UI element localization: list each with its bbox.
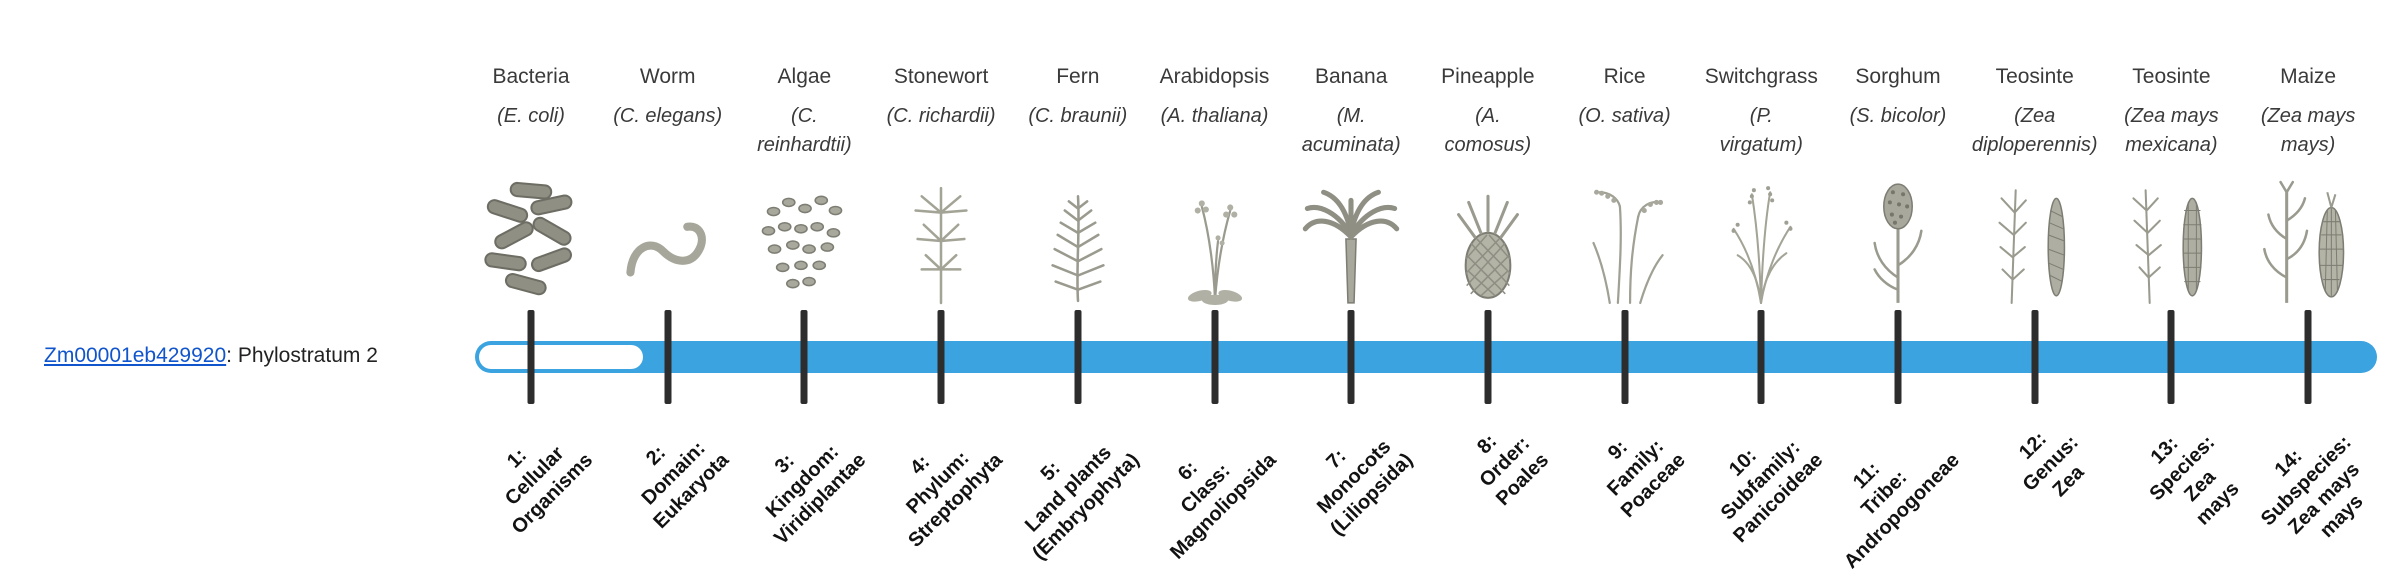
switchgrass-icon: [1703, 176, 1819, 308]
stratum-tick: [2031, 310, 2039, 404]
stratum-label: 9: Family: Poaceae: [1603, 435, 1691, 523]
teosinte-diploperennis-icon: [1977, 176, 2093, 308]
organism-scientific-name: (M. acuminata): [1301, 105, 1401, 157]
fern-icon: [1020, 176, 1136, 308]
organism-name-block: Teosinte (Zea diploperennis): [1945, 64, 2125, 160]
stratum-tick: [2167, 310, 2175, 404]
organism-name: Teosinte: [1995, 65, 2074, 88]
stratum-tick: [1211, 310, 1218, 404]
organism-name: Stonewort: [893, 65, 989, 88]
stratum-label: 14: Subspecies: Zea mays mays: [2257, 431, 2368, 543]
organism-name: Maize: [2280, 65, 2337, 88]
stratum-tick: [1074, 310, 1082, 404]
stratum-label: 2: Domain: Eukaryota: [637, 437, 734, 534]
stratum-label: 1: Cellular Organisms: [500, 442, 597, 539]
organism-name: Algae: [777, 65, 832, 88]
organism-scientific-name: (C. richardii): [886, 105, 996, 128]
stratum-label: 8: Order: Poales: [1473, 430, 1554, 511]
organism-scientific-name: (A. comosus): [1444, 105, 1532, 157]
sorghum-icon: [1840, 176, 1956, 308]
organism-name: Sorghum: [1855, 65, 1941, 88]
organism-scientific-name: (C. reinhardtii): [757, 105, 852, 157]
organism-name-block: Stonewort (C. richardii): [851, 64, 1031, 131]
timeline-bar: [475, 341, 2377, 373]
organism-scientific-name: (Zea mays mays): [2260, 105, 2356, 157]
stratum-tick: [937, 310, 945, 404]
stratum-label: 7: Monocots (Liliopsida): [1312, 435, 1417, 541]
organism-name: Pineapple: [1441, 65, 1535, 88]
rice-icon: [1567, 176, 1683, 308]
organism-scientific-name: (A. thaliana): [1160, 105, 1269, 128]
teosinte-mexicana-icon: [2113, 176, 2229, 308]
organism-name-block: Pineapple (A. comosus): [1398, 64, 1578, 160]
organism-name: Switchgrass: [1704, 65, 1818, 88]
stratum-tick: [1757, 310, 1765, 404]
stratum-tick: [664, 310, 672, 404]
organism-scientific-name: (S. bicolor): [1849, 105, 1947, 128]
pineapple-icon: [1430, 176, 1546, 308]
stratum-tick: [2304, 310, 2312, 404]
stonewort-icon: [883, 176, 999, 308]
timeline-bar-unfilled-segment: [479, 345, 643, 369]
worm-icon: [610, 176, 726, 308]
organism-name-block: Bacteria (E. coli): [441, 64, 621, 131]
gene-label: Zm00001eb429920: Phylostratum 2: [44, 344, 378, 368]
stratum-tick: [1347, 310, 1355, 404]
organism-scientific-name: (Zea mays mexicana): [2124, 105, 2219, 157]
algae-icon: [746, 176, 862, 308]
stratum-label: 4: Phylum: Streptophyta: [901, 447, 1007, 552]
stratum-label: 12: Genus: Zea: [2014, 427, 2089, 502]
stratum-tick: [527, 310, 535, 404]
organism-name: Rice: [1603, 65, 1646, 88]
organism-name-block: Arabidopsis (A. thaliana): [1125, 64, 1305, 131]
organism-name: Bacteria: [492, 65, 570, 88]
organism-name: Banana: [1314, 65, 1388, 88]
stratum-label: 11: Tribe: Andropogoneae: [1839, 449, 1964, 574]
stratum-label: 13: Species: Zea mays: [2145, 431, 2244, 530]
organism-name-block: Maize (Zea mays mays): [2218, 64, 2398, 160]
organism-name-block: Sorghum (S. bicolor): [1808, 64, 1988, 131]
arabidopsis-icon: [1157, 176, 1273, 308]
organism-name-block: Rice (O. sativa): [1535, 64, 1715, 131]
stratum-label: 6: Class: Magnoliopsida: [1165, 449, 1281, 564]
gene-phylostratum-text: : Phylostratum 2: [226, 344, 378, 367]
organism-name: Teosinte: [2132, 65, 2211, 88]
organism-name-block: Worm (C. elegans): [578, 64, 758, 131]
organism-name: Fern: [1056, 65, 1100, 88]
stratum-tick: [1484, 310, 1492, 404]
organism-scientific-name: (C. elegans): [613, 105, 723, 128]
stratum-tick: [1894, 310, 1902, 404]
organism-name-block: Banana (M. acuminata): [1261, 64, 1441, 160]
organism-name: Worm: [639, 65, 696, 88]
organism-name: Arabidopsis: [1159, 65, 1270, 88]
organism-name-block: Fern (C. braunii): [988, 64, 1168, 131]
organism-scientific-name: (P. virgatum): [1719, 105, 1803, 157]
organism-scientific-name: (E. coli): [497, 105, 565, 128]
stratum-tick: [1621, 310, 1629, 404]
organism-scientific-name: (Zea diploperennis): [1971, 105, 2098, 157]
banana-icon: [1293, 176, 1409, 308]
organism-scientific-name: (C. braunii): [1028, 105, 1128, 128]
organism-scientific-name: (O. sativa): [1578, 105, 1671, 128]
organism-name-block: Switchgrass (P. virgatum): [1671, 64, 1851, 160]
gene-link[interactable]: Zm00001eb429920: [44, 344, 227, 367]
organism-name-block: Teosinte (Zea mays mexicana): [2081, 64, 2261, 160]
organism-name-block: Algae (C. reinhardtii): [714, 64, 894, 160]
stratum-label: 3: Kingdom: Viridiplantae: [761, 440, 871, 550]
bacteria-icon: [473, 176, 589, 308]
stratum-label: 10: Subfamily: Panicoideae: [1716, 436, 1827, 548]
stratum-label: 5: Land plants (Embryophyta): [1020, 441, 1144, 565]
maize-icon: [2250, 176, 2366, 308]
stratum-tick: [800, 310, 808, 404]
